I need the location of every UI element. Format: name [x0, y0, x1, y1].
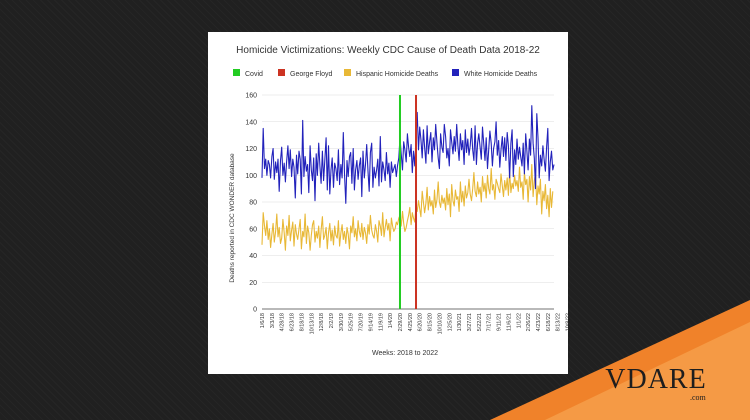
brand-domain-text: .com: [690, 393, 706, 402]
legend-swatch-covid: [233, 69, 240, 76]
chart-card: Homicide Victimizations: Weekly CDC Caus…: [208, 32, 568, 374]
x-tick-label: 4/28/18: [280, 313, 286, 331]
x-tick-label: 11/9/19: [378, 313, 384, 331]
x-tick-label: 8/15/20: [428, 313, 434, 331]
x-tick-label: 2/29/20: [398, 313, 404, 331]
legend-label-george-floyd: George Floyd: [290, 71, 333, 78]
x-tick-label: 4/25/20: [408, 313, 414, 331]
x-axis-label: Weeks: 2018 to 2022: [372, 350, 438, 357]
y-axis-ticks: 0 20 40 60 80 100 120 140 160: [245, 93, 257, 314]
x-tick-label: 5/22/21: [477, 313, 483, 331]
y-tick-label: 0: [253, 307, 257, 314]
x-tick-label: 12/8/18: [319, 313, 325, 331]
chart-svg: Homicide Victimizations: Weekly CDC Caus…: [229, 45, 568, 357]
x-tick-label: 3/27/21: [467, 313, 473, 331]
x-tick-label: 1/6/18: [260, 313, 266, 328]
y-tick-label: 80: [249, 200, 257, 207]
legend-swatch-white: [452, 69, 459, 76]
gridlines: [262, 94, 554, 310]
x-tick-label: 6/18/22: [546, 313, 552, 331]
x-tick-label: 6/23/18: [290, 313, 296, 331]
x-tick-label: 6/20/20: [418, 313, 424, 331]
x-tick-label: 4/23/22: [536, 313, 542, 331]
x-tick-label: 10/8/22: [566, 313, 568, 331]
x-tick-label: 9/11/21: [497, 313, 503, 331]
event-markers: [398, 95, 418, 309]
x-tick-label: 1/4/20: [388, 313, 394, 328]
legend-item-george-floyd: George Floyd: [278, 69, 333, 78]
x-tick-label: 10/10/20: [437, 313, 443, 334]
x-axis-ticks: 1/6/18 3/3/18 4/28/18 6/23/18 8/18/18 10/13/1…: [260, 313, 568, 334]
x-tick-label: 1/30/21: [457, 313, 463, 331]
x-tick-label: 10/13/18: [309, 313, 315, 334]
brand-logo-text: VDARE: [605, 364, 707, 395]
y-tick-label: 40: [249, 253, 257, 260]
legend-label-covid: Covid: [245, 71, 263, 78]
x-tick-label: 7/17/21: [487, 313, 493, 331]
x-tick-label: 3/30/19: [339, 313, 345, 331]
legend-item-white: White Homicide Deaths: [452, 69, 538, 78]
y-tick-label: 120: [245, 146, 257, 153]
legend-item-covid: Covid: [233, 69, 263, 78]
series-lines: [261, 105, 555, 251]
chart-title: Homicide Victimizations: Weekly CDC Caus…: [236, 45, 540, 56]
y-tick-label: 160: [245, 93, 257, 100]
brand-corner-shape: [490, 300, 750, 420]
series-line-hispanic-homicide: [261, 163, 554, 251]
x-tick-label: 11/6/21: [506, 313, 512, 331]
y-tick-label: 20: [249, 280, 257, 287]
legend-swatch-hispanic: [344, 69, 351, 76]
x-tick-label: 8/13/22: [556, 313, 562, 331]
y-tick-label: 140: [245, 119, 257, 126]
x-tick-label: 1/1/22: [516, 313, 522, 328]
x-tick-label: 2/2/19: [329, 313, 335, 328]
series-line-white-homicide: [261, 105, 555, 204]
legend-label-white: White Homicide Deaths: [464, 71, 538, 78]
legend: Covid George Floyd Hispanic Homicide Dea…: [233, 69, 538, 78]
x-tick-label: 2/26/22: [526, 313, 532, 331]
y-axis-label: Deaths reported in CDC WONDER database: [229, 153, 236, 283]
y-tick-label: 100: [245, 173, 257, 180]
legend-swatch-george-floyd: [278, 69, 285, 76]
x-tick-label: 9/14/19: [368, 313, 374, 331]
x-tick-label: 3/3/18: [270, 313, 276, 328]
legend-label-hispanic: Hispanic Homicide Deaths: [356, 71, 439, 78]
x-tick-label: 8/18/18: [299, 313, 305, 331]
x-tick-label: 12/5/20: [447, 313, 453, 331]
x-tick-label: 7/20/19: [359, 313, 365, 331]
y-tick-label: 60: [249, 226, 257, 233]
legend-item-hispanic: Hispanic Homicide Deaths: [344, 69, 439, 78]
x-tick-label: 5/25/19: [349, 313, 355, 331]
